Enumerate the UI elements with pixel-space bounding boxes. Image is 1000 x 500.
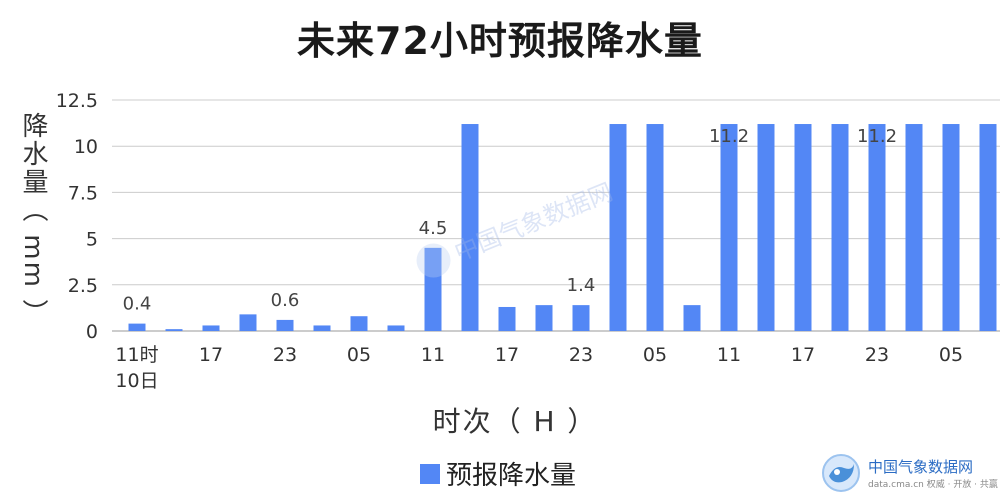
x-tick-label: 23 [865,344,889,366]
x-tick-label: 17 [791,344,815,366]
x-tick-label: 23 [569,344,593,366]
y-tick-label: 5 [86,229,98,251]
legend-swatch [420,463,440,484]
bar [831,124,849,331]
bar [868,124,886,331]
x-tick-label: 17 [199,344,223,366]
bar [757,124,775,331]
cma-logo-icon [822,454,860,492]
data-label: 4.5 [419,218,448,239]
bar [720,124,738,331]
bar [979,124,997,331]
legend: 预报降水量 [420,455,576,492]
x-axis-label: 时次（ H ） [432,405,598,438]
data-label: 11.2 [709,126,749,147]
bar [128,323,146,331]
y-tick-label: 10 [74,136,98,158]
bar [942,124,960,331]
bar [535,305,553,331]
x-date-label: 10日 [115,370,158,392]
y-tick-labels: 0 2.5 5 7.5 10 12.5 [56,90,98,343]
bar [239,314,257,331]
x-tick-label: 05 [643,344,667,366]
grid-lines [112,99,1000,332]
bar [350,316,368,331]
chart-title: 未来72小时预报降水量 [297,19,703,63]
x-tick-label: 05 [939,344,963,366]
bar [202,325,220,331]
x-tick-label: 11 [717,344,741,366]
brand-watermark: 中国气象数据网 data.cma.cn 权威 · 开放 · 共赢 [820,452,998,494]
bar [609,124,627,331]
x-tick-labels: 11时 17 23 05 11 17 23 05 11 17 23 05 10日 [115,344,963,392]
bar [905,124,923,331]
data-label: 0.6 [271,290,300,311]
bar [424,247,442,331]
legend-label: 预报降水量 [446,461,577,491]
brand-name: 中国气象数据网 [868,458,974,476]
x-tick-label: 17 [495,344,519,366]
data-label: 1.4 [567,275,596,296]
y-axis-label: 降水量（ mm ） [18,112,48,328]
x-tick-label: 23 [273,344,297,366]
bar [794,124,812,331]
bar [461,124,479,331]
bar [572,305,590,331]
x-tick-label: 05 [347,344,371,366]
data-labels: 0.4 0.6 4.5 1.4 11.2 11.2 [123,126,897,315]
y-tick-label: 7.5 [68,182,98,204]
bar [646,124,664,331]
x-tick-label: 11时 [115,344,158,366]
y-tick-label: 0 [86,321,98,343]
bars [128,124,997,331]
bar [165,329,183,331]
data-label: 11.2 [857,126,897,147]
bar [498,306,516,331]
x-tick-label: 11 [421,344,445,366]
bar [313,325,331,331]
y-tick-label: 2.5 [68,275,98,297]
bar [276,319,294,331]
y-tick-label: 12.5 [56,90,98,112]
brand-subtitle: data.cma.cn 权威 · 开放 · 共赢 [868,480,998,490]
data-label: 0.4 [123,294,152,315]
bar [387,325,405,331]
bar [683,305,701,331]
